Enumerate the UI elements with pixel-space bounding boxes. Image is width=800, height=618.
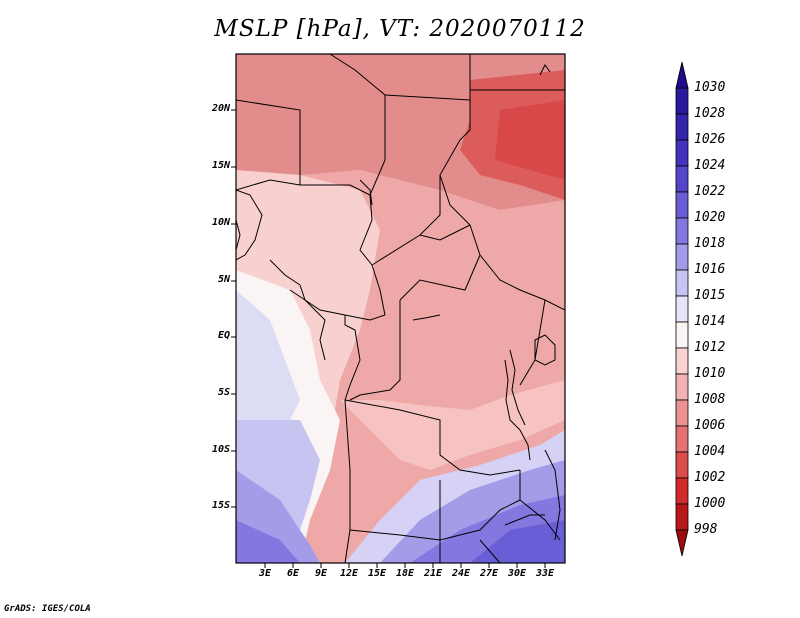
colorbar-swatch [675, 87, 689, 115]
colorbar-label: 1015 [694, 288, 726, 303]
lon-label: 12E [339, 568, 359, 579]
colorbar-swatch [675, 425, 689, 453]
colorbar-swatch [675, 269, 689, 297]
colorbar-label: 1010 [694, 366, 726, 381]
colorbar-swatch [675, 113, 689, 141]
colorbar-swatch [675, 191, 689, 219]
colorbar-swatch [675, 295, 689, 323]
colorbar-label: 1026 [694, 132, 726, 147]
lat-label: EQ [217, 330, 230, 341]
colorbar-label: 1016 [694, 262, 726, 277]
colorbar-swatch [675, 165, 689, 193]
colorbar-label: 1008 [694, 392, 726, 407]
lon-label: 33E [535, 568, 555, 579]
lon-label: 27E [479, 568, 499, 579]
lon-label: 21E [423, 568, 443, 579]
credit-text: GrADS: IGES/COLA [4, 604, 91, 614]
lon-label: 18E [395, 568, 415, 579]
colorbar-label: 1004 [694, 444, 726, 459]
lon-label: 3E [258, 568, 272, 579]
colorbar-swatch [675, 373, 689, 401]
colorbar-label: 1014 [694, 314, 726, 329]
map-title: MSLP [hPa], VT: 2020070112 [214, 16, 586, 42]
colorbar-label: 1022 [694, 184, 726, 199]
colorbar [675, 61, 689, 557]
colorbar-swatch [675, 139, 689, 167]
colorbar-label: 1002 [694, 470, 726, 485]
lon-label: 24E [451, 568, 471, 579]
lat-label: 20N [211, 103, 230, 114]
lat-label: 10N [211, 217, 230, 228]
colorbar-label: 1020 [694, 210, 726, 225]
colorbar-swatch [675, 399, 689, 427]
lat-label: 5S [217, 387, 230, 398]
lon-label: 15E [367, 568, 387, 579]
lat-label: 15S [211, 500, 230, 511]
colorbar-bottom-arrow [675, 529, 689, 557]
lon-label: 9E [314, 568, 328, 579]
lat-label: 5N [217, 274, 230, 285]
colorbar-swatch [675, 243, 689, 271]
colorbar-label: 1018 [694, 236, 726, 251]
map-frame [235, 53, 566, 564]
colorbar-top-arrow [675, 61, 689, 89]
colorbar-swatch [675, 321, 689, 349]
lat-ticks [231, 109, 236, 508]
colorbar-swatch [675, 477, 689, 505]
country-borders [236, 54, 565, 563]
lon-label: 6E [286, 568, 300, 579]
colorbar-swatch [675, 451, 689, 479]
colorbar-label: 1006 [694, 418, 726, 433]
colorbar-label: 1012 [694, 340, 726, 355]
colorbar-swatch [675, 217, 689, 245]
colorbar-label: 1028 [694, 106, 726, 121]
colorbar-swatch [675, 347, 689, 375]
colorbar-label: 1030 [694, 80, 726, 95]
colorbar-label: 1000 [694, 496, 726, 511]
lat-label: 15N [211, 160, 230, 171]
lon-label: 30E [507, 568, 527, 579]
lon-ticks [264, 563, 546, 568]
lat-label: 10S [211, 444, 230, 455]
colorbar-label: 998 [694, 522, 718, 537]
colorbar-label: 1024 [694, 158, 726, 173]
colorbar-swatch [675, 503, 689, 531]
